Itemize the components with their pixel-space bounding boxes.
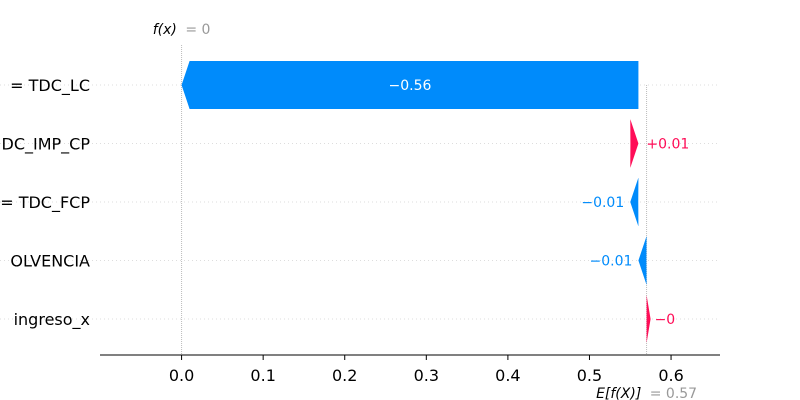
feature-label: OLVENCIA — [10, 252, 90, 271]
x-tick-label: 0.2 — [332, 366, 357, 385]
x-tick-label: 0.0 — [169, 366, 194, 385]
value-label: +0.01 — [646, 137, 689, 153]
ex-text: E[f(X)] — [596, 386, 641, 400]
x-tick-label: 0.1 — [250, 366, 275, 385]
fx-value-text: = 0 — [185, 22, 210, 38]
x-tick-label: 0.6 — [658, 366, 683, 385]
feature-bar — [638, 236, 647, 285]
feature-bars — [181, 61, 651, 343]
feature-labels: = TDC_LC −0.56 DC_IMP_CP +0.01 = TDC_FCP −0.0… — [0, 76, 689, 330]
ex-label: E[f(X)] = 0.57 — [596, 386, 697, 400]
feature-bar — [630, 119, 639, 168]
value-label: −0.01 — [590, 254, 633, 270]
feature-label: = TDC_FCP — [0, 193, 90, 213]
feature-bar — [181, 61, 639, 109]
value-label: −0.56 — [389, 78, 432, 94]
fx-text: f(x) — [153, 22, 177, 38]
feature-label: = TDC_LC — [10, 76, 90, 96]
x-tick-label: 0.3 — [414, 366, 439, 385]
value-label: −0 — [655, 312, 676, 328]
x-tick-label: 0.4 — [495, 366, 520, 385]
value-label: −0.01 — [581, 195, 624, 211]
ex-value-text: = 0.57 — [650, 386, 697, 400]
feature-label: ingreso_x — [14, 310, 90, 330]
x-axis: 0.0 0.1 0.2 0.3 0.4 0.5 0.6 — [100, 354, 720, 385]
feature-bar — [646, 295, 651, 343]
x-tick-label: 0.5 — [577, 366, 602, 385]
feature-bar — [630, 178, 639, 226]
fx-label: f(x) = 0 — [153, 22, 211, 38]
feature-label: DC_IMP_CP — [2, 135, 91, 155]
